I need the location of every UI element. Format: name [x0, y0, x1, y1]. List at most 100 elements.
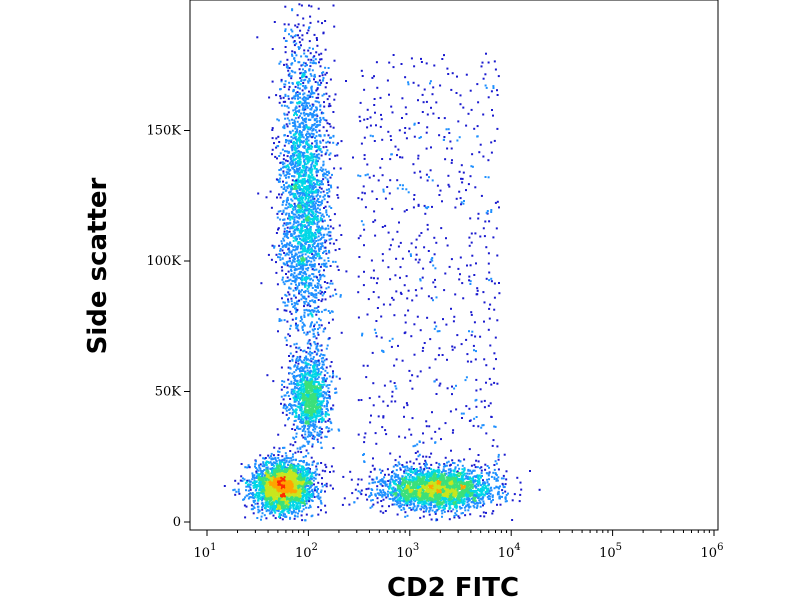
data-point — [305, 416, 308, 419]
data-point — [294, 171, 296, 174]
data-point — [281, 246, 284, 249]
data-point — [286, 172, 289, 175]
data-point — [295, 187, 298, 190]
data-point — [281, 455, 284, 458]
data-point — [302, 73, 305, 75]
data-point — [308, 399, 311, 402]
data-point — [301, 361, 304, 364]
data-point — [296, 181, 299, 184]
data-point — [307, 373, 310, 376]
data-point — [303, 331, 306, 334]
data-point — [308, 40, 311, 43]
data-point — [288, 191, 290, 194]
data-point — [306, 162, 309, 165]
data-point — [295, 151, 298, 154]
data-point — [296, 144, 299, 147]
data-point — [327, 387, 330, 390]
data-point — [320, 428, 323, 430]
data-point — [297, 392, 300, 395]
data-point — [288, 412, 291, 415]
data-point — [312, 295, 315, 298]
data-point — [308, 309, 311, 312]
data-point — [316, 431, 319, 434]
data-point — [306, 428, 309, 430]
data-point — [298, 255, 301, 258]
data-point — [307, 398, 310, 401]
data-point — [296, 324, 299, 327]
data-point — [310, 188, 313, 191]
data-point — [315, 139, 318, 142]
data-point — [301, 178, 304, 181]
data-point — [324, 298, 327, 301]
data-point — [311, 419, 314, 422]
data-point — [288, 85, 291, 88]
data-point — [287, 111, 290, 114]
data-point — [302, 429, 305, 432]
data-point — [312, 407, 315, 410]
data-point — [322, 79, 325, 82]
data-point — [308, 469, 311, 472]
data-point — [306, 106, 309, 109]
data-point — [298, 282, 301, 285]
data-point — [312, 178, 315, 181]
data-point — [332, 404, 335, 407]
data-point — [311, 253, 314, 256]
data-point — [297, 61, 300, 64]
data-point — [322, 175, 325, 178]
data-point — [295, 54, 298, 57]
data-point — [295, 432, 298, 435]
data-point — [291, 54, 294, 57]
data-point — [317, 406, 320, 409]
data-point — [244, 496, 247, 499]
data-point — [313, 78, 315, 81]
data-point — [307, 496, 309, 499]
data-point — [303, 491, 306, 494]
data-point — [322, 354, 325, 356]
data-point — [294, 117, 297, 120]
data-point — [308, 79, 311, 82]
data-point — [326, 213, 328, 216]
data-point — [309, 324, 312, 327]
data-point — [292, 226, 295, 229]
data-point — [323, 391, 326, 394]
data-point — [309, 342, 312, 345]
data-point — [317, 20, 320, 23]
data-point — [283, 403, 286, 406]
data-point — [318, 226, 320, 228]
data-point — [298, 185, 301, 188]
data-point — [300, 397, 303, 400]
data-point — [309, 230, 312, 233]
data-point — [290, 193, 293, 196]
data-point — [324, 369, 327, 372]
data-point — [285, 223, 288, 226]
data-point — [263, 465, 266, 468]
data-point — [325, 145, 328, 148]
data-point — [305, 261, 308, 264]
data-point — [305, 86, 308, 89]
data-point — [281, 383, 283, 386]
data-point — [301, 382, 304, 385]
data-point — [301, 325, 304, 328]
data-point — [285, 139, 287, 141]
data-point — [293, 51, 296, 54]
data-point — [310, 250, 313, 253]
data-point — [247, 497, 250, 500]
data-point — [324, 20, 327, 22]
data-point — [283, 104, 286, 107]
data-point — [316, 124, 319, 127]
data-point — [305, 132, 308, 135]
data-point — [271, 129, 274, 131]
data-point — [305, 281, 308, 284]
data-point — [296, 382, 299, 385]
data-point — [317, 408, 320, 411]
data-point — [301, 401, 304, 404]
data-point — [282, 126, 285, 129]
data-point — [307, 402, 310, 405]
data-point — [238, 492, 241, 495]
data-point — [291, 234, 294, 237]
data-point — [320, 257, 323, 260]
data-point — [288, 215, 291, 218]
data-point — [310, 166, 313, 168]
data-point — [308, 359, 311, 362]
data-point — [305, 257, 308, 260]
